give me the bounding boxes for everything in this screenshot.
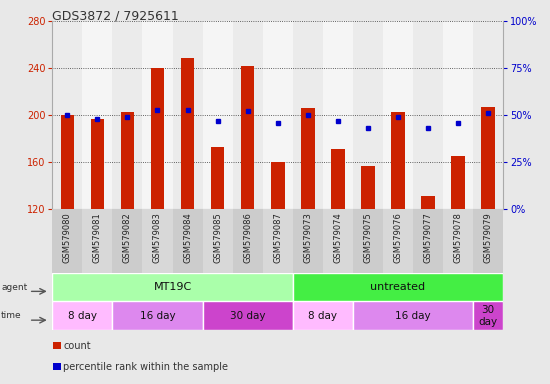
Text: GSM579082: GSM579082	[123, 212, 132, 263]
Text: GSM579074: GSM579074	[333, 212, 343, 263]
Bar	[60, 115, 74, 209]
Bar	[52, 301, 112, 330]
Bar	[323, 209, 353, 273]
Text: GSM579078: GSM579078	[454, 212, 463, 263]
Bar	[91, 119, 104, 209]
Bar	[52, 21, 82, 209]
Bar	[202, 301, 293, 330]
Bar	[52, 273, 293, 301]
Bar	[120, 112, 134, 209]
Bar	[361, 166, 375, 209]
Bar	[142, 21, 173, 209]
Text: GSM579081: GSM579081	[93, 212, 102, 263]
Bar	[301, 108, 315, 209]
Bar	[353, 21, 383, 209]
Text: GSM579079: GSM579079	[483, 212, 493, 263]
Bar	[293, 301, 353, 330]
Text: agent: agent	[1, 283, 28, 291]
Text: GSM579083: GSM579083	[153, 212, 162, 263]
Bar	[323, 21, 353, 209]
Text: GSM579084: GSM579084	[183, 212, 192, 263]
Text: count: count	[63, 341, 91, 351]
Bar	[173, 209, 202, 273]
Text: GSM579077: GSM579077	[424, 212, 433, 263]
Bar	[52, 209, 82, 273]
Text: 30 day: 30 day	[230, 311, 266, 321]
Bar	[473, 209, 503, 273]
Bar	[151, 68, 164, 209]
Bar	[452, 156, 465, 209]
Text: GSM579085: GSM579085	[213, 212, 222, 263]
Bar	[211, 147, 224, 209]
Bar	[263, 209, 293, 273]
Text: 30
day: 30 day	[478, 305, 498, 327]
Bar	[181, 58, 194, 209]
Bar	[112, 209, 142, 273]
Text: percentile rank within the sample: percentile rank within the sample	[63, 362, 228, 372]
Bar	[391, 112, 405, 209]
Bar	[112, 21, 142, 209]
Text: GSM579087: GSM579087	[273, 212, 282, 263]
Bar	[173, 21, 202, 209]
Bar	[383, 21, 413, 209]
Bar	[271, 162, 284, 209]
Bar	[413, 21, 443, 209]
Text: untreated: untreated	[371, 282, 426, 292]
Bar	[473, 301, 503, 330]
Text: GSM579080: GSM579080	[63, 212, 72, 263]
Bar	[263, 21, 293, 209]
Bar	[112, 301, 202, 330]
Bar	[82, 209, 112, 273]
Bar	[202, 209, 233, 273]
Text: time: time	[1, 311, 22, 320]
Bar	[413, 209, 443, 273]
Bar	[53, 342, 61, 349]
Text: GSM579076: GSM579076	[393, 212, 403, 263]
Bar	[293, 209, 323, 273]
Text: 16 day: 16 day	[395, 311, 431, 321]
Bar	[53, 363, 61, 371]
Text: GSM579075: GSM579075	[364, 212, 372, 263]
Bar	[353, 301, 473, 330]
Text: MT19C: MT19C	[153, 282, 191, 292]
Bar	[481, 107, 495, 209]
Text: 8 day: 8 day	[309, 311, 337, 321]
Bar	[443, 209, 473, 273]
Bar	[331, 149, 345, 209]
Bar	[353, 209, 383, 273]
Bar	[82, 21, 112, 209]
Bar	[233, 21, 263, 209]
Text: GSM579073: GSM579073	[303, 212, 312, 263]
Bar	[293, 273, 503, 301]
Text: GDS3872 / 7925611: GDS3872 / 7925611	[52, 10, 179, 23]
Bar	[241, 66, 255, 209]
Bar	[473, 21, 503, 209]
Bar	[142, 209, 173, 273]
Bar	[293, 21, 323, 209]
Text: 8 day: 8 day	[68, 311, 97, 321]
Text: GSM579086: GSM579086	[243, 212, 252, 263]
Bar	[202, 21, 233, 209]
Bar	[383, 209, 413, 273]
Text: 16 day: 16 day	[140, 311, 175, 321]
Bar	[233, 209, 263, 273]
Bar	[421, 196, 435, 209]
Bar	[443, 21, 473, 209]
